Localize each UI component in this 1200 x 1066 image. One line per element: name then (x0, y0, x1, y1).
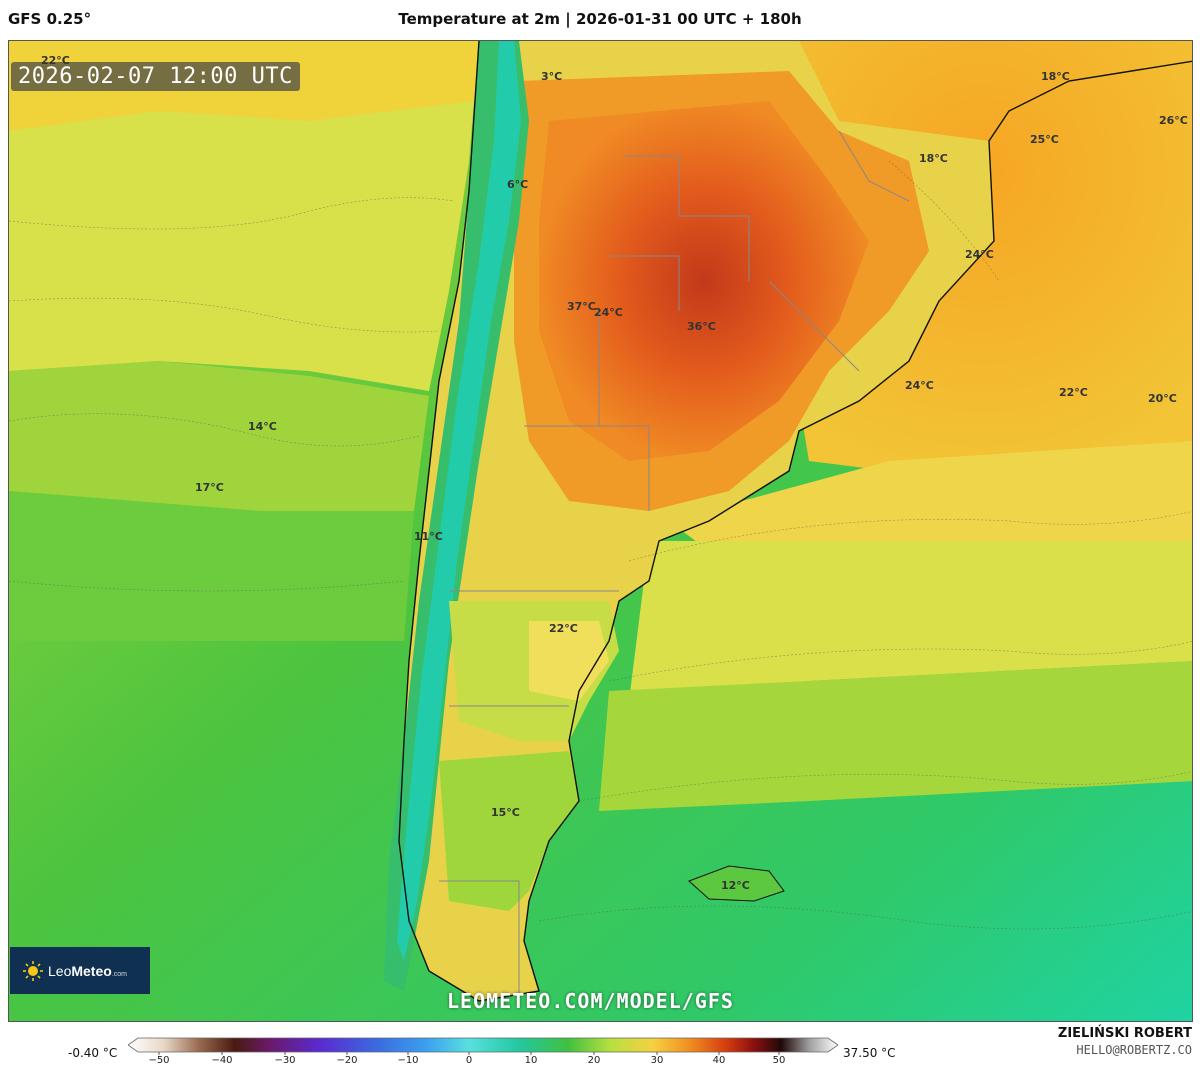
scale-tick: −50 (148, 1055, 170, 1066)
color-bar (128, 1037, 838, 1055)
scale-min-label: -0.40 °C (68, 1046, 118, 1060)
scale-tick: −30 (274, 1055, 296, 1066)
valid-time-badge: 2026-02-07 12:00 UTC (11, 62, 300, 91)
sun-icon (23, 960, 43, 981)
temp-label: 6°C (507, 178, 529, 191)
author-name: ZIELIŃSKI ROBERT (1057, 1026, 1192, 1041)
temp-label: 22°C (41, 54, 70, 67)
scale-tick: −10 (397, 1055, 419, 1066)
model-label: GFS 0.25° (8, 10, 92, 28)
temp-label: 36°C (687, 320, 716, 333)
scale-tick: 40 (712, 1055, 726, 1066)
scale-tick: 30 (650, 1055, 664, 1066)
scale-tick: −20 (336, 1055, 358, 1066)
temp-label: 26°C (1159, 114, 1188, 127)
temp-label: 14°C (248, 420, 277, 433)
temp-label: 12°C (721, 879, 750, 892)
leometeo-logo[interactable]: LeoMeteo.com (10, 947, 150, 994)
author-credit: ZIELIŃSKI ROBERT HELLO@ROBERTZ.CO (1058, 1026, 1192, 1057)
scale-tick: 20 (587, 1055, 601, 1066)
source-url[interactable]: LEOMETEO.COM/MODEL/GFS (447, 989, 734, 1013)
temperature-color-scale: -0.40 °C (0, 1028, 1200, 1066)
author-email[interactable]: HELLO@ROBERTZ.CO (1076, 1043, 1192, 1057)
temp-label: 20°C (1148, 392, 1177, 405)
temp-label: 3°C (541, 70, 563, 83)
temp-label: 17°C (195, 481, 224, 494)
temp-label: 24°C (594, 306, 623, 319)
temp-label: 22°C (549, 622, 578, 635)
temp-label: 11°C (414, 530, 443, 543)
scale-tick: 50 (772, 1055, 786, 1066)
map-title: Temperature at 2m | 2026-01-31 00 UTC + … (398, 10, 802, 28)
logo-text: LeoMeteo.com (48, 962, 127, 979)
temp-label: 24°C (965, 248, 994, 261)
temp-label: 18°C (1041, 70, 1070, 83)
temp-label: 24°C (905, 379, 934, 392)
temperature-field (9, 41, 1192, 1021)
scale-max-label: 37.50 °C (843, 1046, 896, 1060)
temperature-map[interactable]: 2026-02-07 12:00 UTC 22°C 3°C 18°C 26°C … (8, 40, 1193, 1022)
scale-tick: 10 (524, 1055, 538, 1066)
temp-label: 18°C (919, 152, 948, 165)
temp-label: 37°C (567, 300, 596, 313)
scale-tick: −40 (211, 1055, 233, 1066)
temp-label: 25°C (1030, 133, 1059, 146)
temp-label: 15°C (491, 806, 520, 819)
temp-label: 22°C (1059, 386, 1088, 399)
scale-tick: 0 (465, 1055, 473, 1066)
